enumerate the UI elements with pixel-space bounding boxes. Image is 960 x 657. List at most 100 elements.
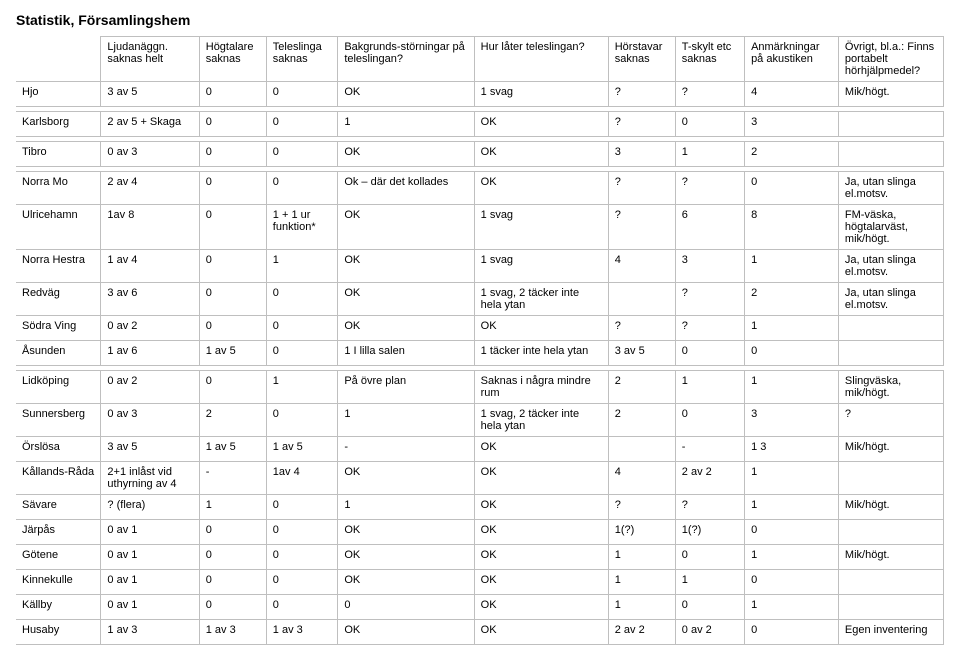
cell: 1 xyxy=(266,371,338,404)
cell: 0 xyxy=(266,545,338,570)
cell: 0 av 2 xyxy=(101,316,199,341)
cell: 3 av 6 xyxy=(101,283,199,316)
cell: OK xyxy=(338,462,474,495)
cell: ? xyxy=(608,82,675,107)
cell: ? xyxy=(675,82,744,107)
cell: 1 xyxy=(675,142,744,167)
cell: Ja, utan slinga el.motsv. xyxy=(838,172,943,205)
cell: 1 xyxy=(675,570,744,595)
cell: 1(?) xyxy=(608,520,675,545)
page-title: Statistik, Församlingshem xyxy=(16,12,944,28)
table-row: Ulricehamn1av 801 + 1 ur funktion*OK1 sv… xyxy=(16,205,944,250)
cell: 1 xyxy=(745,250,839,283)
table-row: Sävare? (flera)101OK??1Mik/högt. xyxy=(16,495,944,520)
cell: 1 av 5 xyxy=(199,437,266,462)
cell: OK xyxy=(474,437,608,462)
cell: 0 xyxy=(745,570,839,595)
cell: 1 svag, 2 täcker inte hela ytan xyxy=(474,283,608,316)
cell: ? xyxy=(608,205,675,250)
cell: ? xyxy=(608,316,675,341)
cell: ? xyxy=(608,495,675,520)
row-label: Kållands-Råda xyxy=(16,462,101,495)
cell: 1av 4 xyxy=(266,462,338,495)
cell: 1 xyxy=(608,595,675,620)
cell: 2 xyxy=(608,371,675,404)
cell: 1av 8 xyxy=(101,205,199,250)
cell: 1 xyxy=(745,545,839,570)
cell: ? xyxy=(675,495,744,520)
cell: 0 xyxy=(745,172,839,205)
cell: 1 xyxy=(608,570,675,595)
row-label: Södra Ving xyxy=(16,316,101,341)
cell: ? xyxy=(675,172,744,205)
table-row: Södra Ving0 av 200OKOK??1 xyxy=(16,316,944,341)
row-label: Åsunden xyxy=(16,341,101,366)
cell: Ok – där det kollades xyxy=(338,172,474,205)
cell: OK xyxy=(474,595,608,620)
cell: 0 xyxy=(266,595,338,620)
cell: 3 av 5 xyxy=(101,437,199,462)
cell xyxy=(838,570,943,595)
cell: OK xyxy=(338,82,474,107)
cell: 0 xyxy=(675,112,744,137)
row-label: Norra Mo xyxy=(16,172,101,205)
cell: 0 xyxy=(266,341,338,366)
cell xyxy=(838,142,943,167)
cell: 0 xyxy=(675,595,744,620)
cell: 0 xyxy=(199,371,266,404)
cell: 0 av 1 xyxy=(101,520,199,545)
cell: OK xyxy=(474,520,608,545)
cell: 2 av 5 + Skaga xyxy=(101,112,199,137)
table-row: Kinnekulle0 av 100OKOK110 xyxy=(16,570,944,595)
cell xyxy=(838,112,943,137)
table-row: Norra Hestra1 av 401OK1 svag431Ja, utan … xyxy=(16,250,944,283)
table-row: Husaby1 av 31 av 31 av 3OKOK2 av 20 av 2… xyxy=(16,620,944,645)
cell: OK xyxy=(338,250,474,283)
cell: 0 xyxy=(199,283,266,316)
cell: 4 xyxy=(745,82,839,107)
cell: ? xyxy=(838,404,943,437)
cell: 0 av 1 xyxy=(101,570,199,595)
cell xyxy=(838,316,943,341)
cell: OK xyxy=(474,495,608,520)
cell: 3 xyxy=(608,142,675,167)
cell: OK xyxy=(474,620,608,645)
cell: 1 av 5 xyxy=(266,437,338,462)
table-row: Hjo3 av 500OK1 svag??4Mik/högt. xyxy=(16,82,944,107)
cell: 0 xyxy=(199,520,266,545)
cell: 0 xyxy=(199,82,266,107)
cell: 0 xyxy=(745,620,839,645)
cell: Mik/högt. xyxy=(838,82,943,107)
cell: 0 xyxy=(199,316,266,341)
cell: 0 xyxy=(675,341,744,366)
cell: OK xyxy=(338,142,474,167)
cell: ? (flera) xyxy=(101,495,199,520)
cell: 1 av 3 xyxy=(266,620,338,645)
cell: 1 svag, 2 täcker inte hela ytan xyxy=(474,404,608,437)
cell: OK xyxy=(474,112,608,137)
cell xyxy=(838,341,943,366)
cell: 1 av 3 xyxy=(101,620,199,645)
col-header: Högtalare saknas xyxy=(199,37,266,82)
cell: Saknas i några mindre rum xyxy=(474,371,608,404)
cell: Mik/högt. xyxy=(838,495,943,520)
cell: 2 xyxy=(199,404,266,437)
row-label: Norra Hestra xyxy=(16,250,101,283)
cell: 3 xyxy=(745,112,839,137)
cell: 3 av 5 xyxy=(608,341,675,366)
cell: 1 xyxy=(199,495,266,520)
table-row: Lidköping0 av 201På övre planSaknas i nå… xyxy=(16,371,944,404)
cell: OK xyxy=(338,316,474,341)
cell: 4 xyxy=(608,462,675,495)
cell: OK xyxy=(474,316,608,341)
cell: 1 av 6 xyxy=(101,341,199,366)
cell: OK xyxy=(338,620,474,645)
table-row: Sunnersberg0 av 32011 svag, 2 täcker int… xyxy=(16,404,944,437)
cell: 2 av 2 xyxy=(608,620,675,645)
cell: 0 xyxy=(266,172,338,205)
cell: OK xyxy=(474,545,608,570)
row-label: Hjo xyxy=(16,82,101,107)
cell: 1 xyxy=(745,316,839,341)
cell: 1 xyxy=(338,112,474,137)
cell: 0 av 3 xyxy=(101,404,199,437)
